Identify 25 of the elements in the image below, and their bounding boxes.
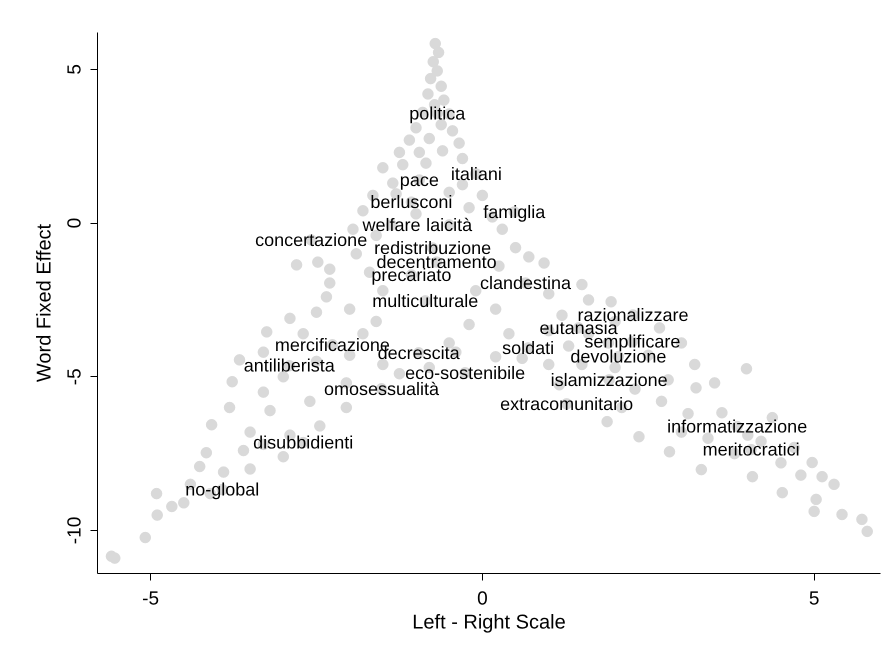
y-tick-label: 0: [64, 218, 86, 228]
y-axis-title: Word Fixed Effect: [34, 223, 56, 382]
data-label: extracomunitario: [500, 394, 634, 414]
x-axis-title: Left - Right Scale: [412, 612, 566, 634]
data-label: soldati: [502, 338, 554, 358]
y-tick-label: -5: [64, 368, 86, 386]
data-label: famiglia: [483, 202, 546, 222]
data-label: islamizzazione: [550, 370, 668, 390]
data-label: clandestina: [480, 273, 572, 294]
data-label: informatizzazione: [667, 416, 808, 437]
data-label: antiliberista: [244, 356, 336, 376]
data-label: berlusconi: [370, 192, 452, 212]
data-label: laicità: [426, 214, 474, 235]
data-label: disubbidienti: [253, 432, 354, 453]
data-label: no-global: [185, 480, 260, 500]
data-label: italiani: [450, 164, 502, 184]
data-label: pace: [400, 170, 439, 190]
y-tick-label: 5: [64, 64, 86, 75]
x-tick-label: -5: [142, 588, 160, 610]
data-label: meritocratici: [702, 440, 800, 460]
x-tick-label: 5: [808, 588, 820, 610]
data-label: politica: [409, 103, 466, 124]
data-label: multiculturale: [372, 290, 478, 311]
x-tick-label: 0: [477, 588, 488, 610]
y-tick-label: -10: [64, 516, 86, 544]
